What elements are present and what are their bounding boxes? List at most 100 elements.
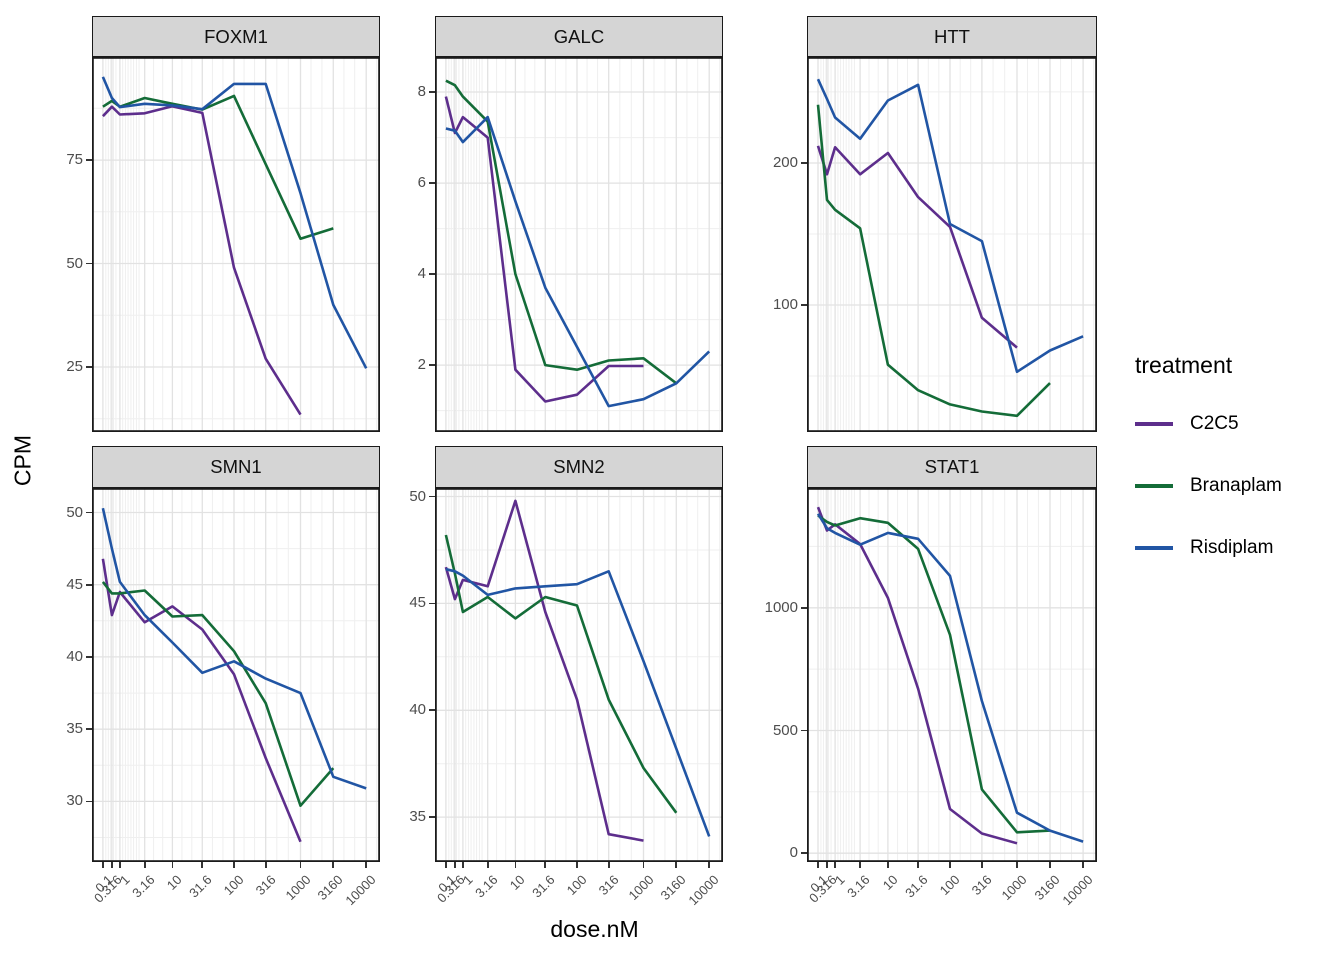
facet-title: SMN1 — [210, 456, 262, 477]
x-tick-mark — [981, 862, 983, 868]
facet-plot-foxm1 — [92, 57, 380, 432]
y-tick-mark — [86, 511, 92, 514]
facet-plot-galc — [435, 57, 723, 432]
series-line-c2c5 — [816, 145, 1018, 349]
y-tick-mark — [429, 602, 435, 605]
x-tick-mark — [675, 862, 678, 868]
y-tick-label: 0 — [789, 844, 798, 862]
y-tick-mark — [86, 366, 92, 368]
x-tick-mark — [119, 862, 121, 868]
x-tick-mark — [917, 862, 919, 868]
y-tick-mark — [801, 304, 807, 306]
x-tick-mark — [454, 862, 456, 868]
legend-item-c2c5: C2C5 — [1135, 409, 1340, 439]
facet-title: HTT — [934, 25, 970, 47]
y-tick-label: 6 — [417, 174, 426, 192]
x-tick-mark — [462, 862, 464, 868]
y-tick-mark — [801, 852, 807, 855]
y-tick-mark — [86, 800, 92, 803]
x-tick-mark — [544, 862, 547, 868]
legend-title: treatment — [1135, 352, 1233, 378]
facet-plot-htt — [807, 57, 1097, 432]
y-tick-mark — [429, 91, 435, 93]
y-tick-mark — [86, 159, 92, 161]
x-tick-mark — [143, 862, 146, 868]
legend-key-line-icon — [1135, 546, 1173, 550]
series-line-c2c5 — [444, 96, 644, 403]
y-tick-label: 25 — [66, 358, 83, 375]
legend-key-line-icon — [1135, 422, 1173, 426]
series-line-risdiplam — [816, 513, 1084, 843]
x-tick-mark — [1016, 862, 1018, 868]
y-tick-label: 30 — [66, 792, 83, 810]
series-line-risdiplam — [445, 115, 711, 408]
y-tick-label: 45 — [409, 594, 426, 612]
x-tick-mark — [233, 862, 235, 868]
y-axis-title: CPM — [9, 434, 36, 487]
x-tick-mark — [887, 862, 889, 868]
series-line-branaplam — [816, 104, 1051, 418]
x-tick-mark — [514, 862, 517, 868]
y-tick-label: 100 — [772, 296, 798, 313]
y-tick-mark — [429, 495, 435, 498]
facet-plot-smn2 — [435, 488, 723, 862]
y-tick-mark — [86, 583, 92, 586]
y-tick-label: 50 — [409, 487, 426, 505]
x-tick-mark — [1082, 862, 1084, 868]
series-line-branaplam — [101, 581, 335, 808]
x-tick-mark — [949, 862, 951, 868]
x-tick-mark — [859, 862, 861, 868]
y-tick-label: 50 — [66, 503, 83, 521]
legend-item-branaplam: Branaplam — [1135, 471, 1340, 501]
x-tick-mark — [171, 862, 174, 868]
y-tick-label: 40 — [409, 701, 426, 719]
series-line-risdiplam — [101, 76, 368, 369]
x-tick-mark — [111, 862, 113, 868]
facet-strip-stat1: STAT1 — [807, 446, 1097, 488]
y-tick-mark — [86, 728, 92, 731]
y-tick-mark — [86, 262, 92, 265]
series-line-risdiplam — [445, 567, 711, 837]
x-tick-mark — [1049, 862, 1051, 868]
y-tick-mark — [429, 182, 435, 184]
facet-title: SMN2 — [553, 456, 605, 477]
x-axis-title: dose.nM — [550, 916, 639, 942]
facet-strip-htt: HTT — [807, 16, 1097, 57]
legend-item-label: Risdiplam — [1190, 537, 1274, 558]
x-tick-mark — [445, 862, 447, 868]
x-tick-mark — [576, 862, 578, 868]
y-tick-label: 1000 — [764, 598, 798, 616]
x-tick-mark — [642, 862, 645, 868]
x-tick-mark — [299, 862, 302, 868]
y-tick-label: 200 — [772, 154, 798, 171]
facet-plot-stat1 — [807, 488, 1097, 862]
legend-item-label: Branaplam — [1190, 475, 1282, 496]
y-tick-label: 2 — [417, 356, 426, 374]
y-tick-label: 35 — [409, 808, 426, 826]
facet-title: STAT1 — [924, 456, 980, 477]
y-tick-mark — [801, 162, 807, 164]
x-tick-mark — [102, 862, 104, 868]
y-tick-label: 40 — [66, 647, 83, 665]
x-tick-mark — [607, 862, 610, 868]
y-tick-label: 8 — [417, 83, 426, 100]
y-tick-mark — [429, 816, 435, 818]
facet-strip-galc: GALC — [435, 16, 723, 57]
facet-title: FOXM1 — [204, 25, 268, 47]
y-tick-label: 50 — [66, 254, 83, 272]
series-line-c2c5 — [101, 558, 302, 843]
y-tick-label: 75 — [66, 151, 83, 169]
y-tick-mark — [801, 729, 807, 732]
x-tick-mark — [264, 862, 267, 868]
series-line-risdiplam — [816, 78, 1084, 374]
x-tick-mark — [486, 862, 489, 868]
y-tick-mark — [86, 656, 92, 658]
x-tick-mark — [826, 862, 828, 868]
facet-title: GALC — [553, 25, 605, 47]
y-tick-mark — [801, 606, 807, 609]
x-tick-mark — [834, 862, 836, 868]
facet-plot-smn1 — [92, 488, 380, 862]
series-line-branaplam — [444, 534, 678, 814]
legend-key-line-icon — [1135, 484, 1173, 488]
